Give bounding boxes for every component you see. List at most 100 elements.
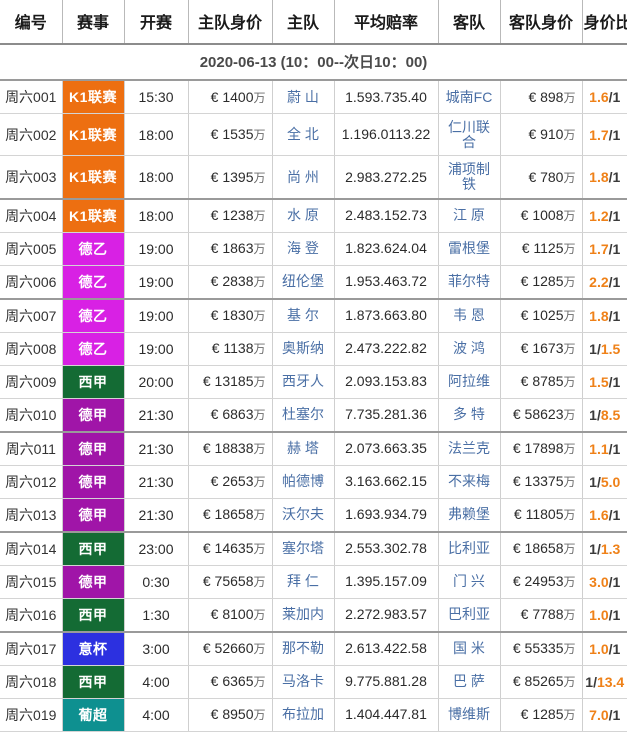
league-badge-cell[interactable]: 德甲 — [62, 398, 125, 433]
away-team-cell[interactable]: 雷根堡 — [438, 232, 501, 266]
table-row[interactable]: 周六018 西甲 4:00 € 6365万 马洛卡 9.775.881.28 巴 萨 € 85… — [0, 665, 627, 699]
away-team-cell[interactable]: 江 原 — [438, 198, 501, 233]
home-team-cell[interactable]: 莱加内 — [272, 598, 335, 633]
home-team-cell[interactable]: 西牙人 — [272, 365, 335, 399]
away-team-cell[interactable]: 比利亚 — [438, 531, 501, 566]
column-header-away-value[interactable]: 客队身价 — [500, 0, 583, 45]
away-team-cell[interactable]: 国 米 — [438, 631, 501, 666]
away-team-cell[interactable]: 巴利亚 — [438, 598, 501, 633]
league-badge[interactable]: 葡超 — [62, 698, 123, 731]
league-badge-cell[interactable]: 西甲 — [62, 598, 125, 633]
away-team-cell[interactable]: 阿拉维 — [438, 365, 501, 399]
table-row[interactable]: 周六004 K1联赛 18:00 € 1238万水 原 2.483.152.73 江 原 €… — [0, 198, 627, 233]
table-row[interactable]: 周六017 意杯 3:00 € 52660万 那不勒 2.613.422.58 国 米 € 5… — [0, 631, 627, 666]
league-badge[interactable]: 德甲 — [62, 432, 123, 465]
home-team-cell[interactable]: 水 原 — [272, 198, 335, 233]
league-badge-cell[interactable]: 德甲 — [62, 431, 125, 466]
league-badge[interactable]: K1联赛 — [62, 156, 123, 197]
table-row[interactable]: 周六010 德甲 21:30 € 6863万 杜塞尔 7.735.281.36 多 特 € 5… — [0, 398, 627, 433]
league-badge-cell[interactable]: 德甲 — [62, 498, 125, 533]
home-team-cell[interactable]: 奥斯纳 — [272, 332, 335, 366]
table-row[interactable]: 周六014 西甲 23:00 € 14635万 塞尔塔 2.553.302.78 比利亚 € … — [0, 531, 627, 566]
away-team-cell[interactable]: 多 特 — [438, 398, 501, 433]
league-badge-cell[interactable]: 意杯 — [62, 631, 125, 666]
league-badge-cell[interactable]: 德乙 — [62, 298, 125, 333]
home-team-cell[interactable]: 基 尔 — [272, 298, 335, 333]
away-team-cell[interactable]: 韦 恩 — [438, 298, 501, 333]
away-team-cell[interactable]: 菲尔特 — [438, 265, 501, 300]
home-team-cell[interactable]: 纽伦堡 — [272, 265, 335, 300]
away-team-cell[interactable]: 城南FC — [438, 80, 501, 114]
away-team-cell[interactable]: 浦项制铁 — [438, 155, 501, 200]
league-badge-cell[interactable]: K1联赛 — [62, 80, 125, 114]
table-row[interactable]: 周六006 德乙 19:00 € 2838万 纽伦堡 1.953.463.72 菲尔特 € 1… — [0, 265, 627, 300]
column-header-home-value[interactable]: 主队身价 — [188, 0, 273, 45]
league-badge[interactable]: 德甲 — [62, 565, 123, 598]
home-team-cell[interactable]: 塞尔塔 — [272, 531, 335, 566]
league-badge[interactable]: 西甲 — [62, 598, 123, 630]
column-header-home-team[interactable]: 主队 — [272, 0, 335, 45]
league-badge[interactable]: 西甲 — [62, 365, 123, 398]
table-row[interactable]: 周六003 K1联赛 18:00 € 1395万尚 州 2.983.272.25 浦项制铁… — [0, 155, 627, 200]
league-badge[interactable]: 意杯 — [62, 632, 123, 665]
league-badge[interactable]: 德乙 — [62, 232, 123, 265]
league-badge-cell[interactable]: K1联赛 — [62, 113, 125, 157]
home-team-cell[interactable]: 赫 塔 — [272, 431, 335, 466]
table-row[interactable]: 周六001 K1联赛 15:30 € 1400万蔚 山 1.593.735.40 城南FC… — [0, 80, 627, 114]
league-badge[interactable]: 德甲 — [62, 498, 123, 530]
column-header-value-ratio[interactable]: 身价比 — [582, 0, 627, 45]
away-team-cell[interactable]: 法兰克 — [438, 431, 501, 466]
home-team-cell[interactable]: 拜 仁 — [272, 565, 335, 599]
league-badge[interactable]: 德乙 — [62, 299, 123, 332]
home-team-cell[interactable]: 全 北 — [272, 113, 335, 157]
league-badge[interactable]: 德乙 — [62, 332, 123, 365]
away-team-cell[interactable]: 不来梅 — [438, 465, 501, 499]
league-badge[interactable]: 德甲 — [62, 465, 123, 498]
away-team-cell[interactable]: 巴 萨 — [438, 665, 501, 699]
away-team-cell[interactable]: 波 鸿 — [438, 332, 501, 366]
table-row[interactable]: 周六019 葡超 4:00 € 8950万 布拉加 1.404.447.81 博维斯 € 12… — [0, 698, 627, 732]
away-team-cell[interactable]: 门 兴 — [438, 565, 501, 599]
league-badge[interactable]: 西甲 — [62, 532, 123, 565]
league-badge[interactable]: 西甲 — [62, 665, 123, 698]
home-team-cell[interactable]: 尚 州 — [272, 155, 335, 200]
home-team-cell[interactable]: 蔚 山 — [272, 80, 335, 114]
home-team-cell[interactable]: 马洛卡 — [272, 665, 335, 699]
column-header-kickoff[interactable]: 开赛 — [124, 0, 189, 45]
away-team-cell[interactable]: 弗赖堡 — [438, 498, 501, 533]
home-team-cell[interactable]: 杜塞尔 — [272, 398, 335, 433]
league-badge-cell[interactable]: K1联赛 — [62, 155, 125, 200]
table-row[interactable]: 周六011 德甲 21:30 € 18838万赫 塔 2.073.663.35 法兰克 € … — [0, 431, 627, 466]
league-badge-cell[interactable]: 德乙 — [62, 265, 125, 300]
table-row[interactable]: 周六002 K1联赛 18:00 € 1535万全 北 1.196.0113.22 仁川联… — [0, 113, 627, 157]
league-badge-cell[interactable]: 德乙 — [62, 332, 125, 366]
league-badge-cell[interactable]: 西甲 — [62, 365, 125, 399]
league-badge-cell[interactable]: 西甲 — [62, 531, 125, 566]
table-row[interactable]: 周六013 德甲 21:30 € 18658万 沃尔夫 1.693.934.79 弗赖堡 € … — [0, 498, 627, 533]
league-badge[interactable]: K1联赛 — [62, 114, 123, 155]
league-badge-cell[interactable]: 葡超 — [62, 698, 125, 732]
column-header-league[interactable]: 赛事 — [62, 0, 125, 45]
column-header-id[interactable]: 编号 — [0, 0, 63, 45]
table-row[interactable]: 周六015 德甲 0:30 € 75658万拜 仁 1.395.157.09 门 兴 € 2… — [0, 565, 627, 599]
league-badge-cell[interactable]: 德甲 — [62, 565, 125, 599]
table-row[interactable]: 周六016 西甲 1:30 € 8100万 莱加内 2.272.983.57 巴利亚 € 77… — [0, 598, 627, 633]
table-row[interactable]: 周六009 西甲 20:00 € 13185万 西牙人 2.093.153.83 阿拉维 € … — [0, 365, 627, 399]
league-badge[interactable]: K1联赛 — [62, 81, 123, 113]
league-badge[interactable]: 德乙 — [62, 265, 123, 297]
table-row[interactable]: 周六008 德乙 19:00 € 1138万 奥斯纳 2.473.222.82 波 鸿 € 1… — [0, 332, 627, 366]
table-row[interactable]: 周六012 德甲 21:30 € 2653万 帕德博 3.163.662.15 不来梅 € 1… — [0, 465, 627, 499]
home-team-cell[interactable]: 布拉加 — [272, 698, 335, 732]
table-row[interactable]: 周六005 德乙 19:00 € 1863万海 登 1.823.624.04 雷根堡 € 1… — [0, 232, 627, 266]
column-header-away-team[interactable]: 客队 — [438, 0, 501, 45]
league-badge-cell[interactable]: 西甲 — [62, 665, 125, 699]
away-team-cell[interactable]: 博维斯 — [438, 698, 501, 732]
home-team-cell[interactable]: 那不勒 — [272, 631, 335, 666]
league-badge[interactable]: 德甲 — [62, 398, 123, 430]
table-row[interactable]: 周六007 德乙 19:00 € 1830万基 尔 1.873.663.80 韦 恩 € 1… — [0, 298, 627, 333]
league-badge[interactable]: K1联赛 — [62, 199, 123, 232]
league-badge-cell[interactable]: K1联赛 — [62, 198, 125, 233]
away-team-cell[interactable]: 仁川联合 — [438, 113, 501, 157]
home-team-cell[interactable]: 帕德博 — [272, 465, 335, 499]
league-badge-cell[interactable]: 德乙 — [62, 232, 125, 266]
